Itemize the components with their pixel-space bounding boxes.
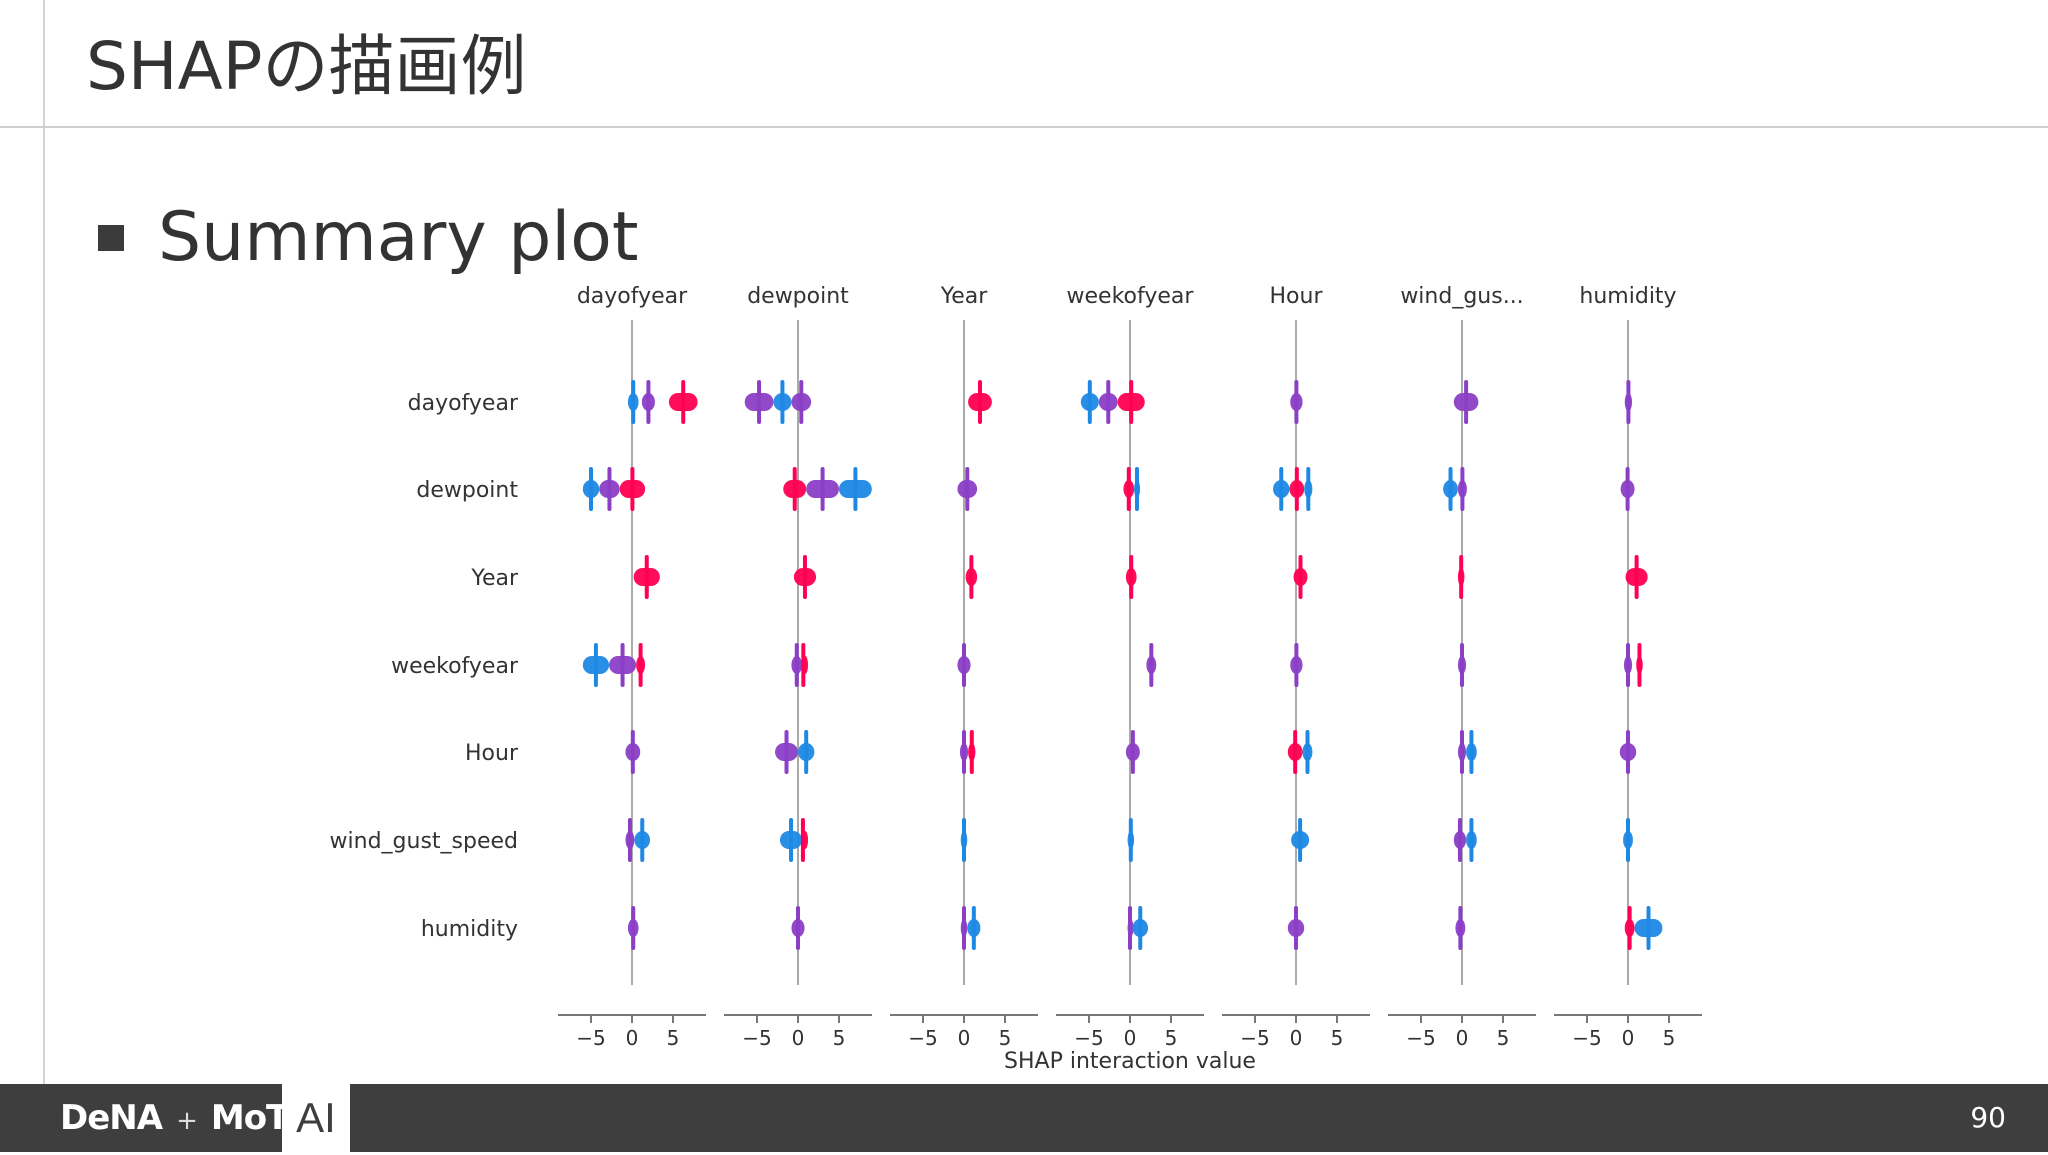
x-tick-label-4-2: 5 (1331, 1026, 1344, 1050)
column-title-1: dewpoint (747, 284, 849, 309)
column-title-2: Year (940, 284, 989, 309)
x-tick-label-5-2: 5 (1497, 1026, 1510, 1050)
x-tick-label-6-0: −5 (1572, 1026, 1601, 1050)
x-tick-label-3-1: 0 (1124, 1026, 1137, 1050)
row-label-humidity: humidity (421, 917, 518, 942)
x-tick-label-3-2: 5 (1165, 1026, 1178, 1050)
ai-logo: AI (282, 1084, 350, 1152)
row-label-weekofyear: weekofyear (391, 654, 519, 679)
x-tick-label-2-0: −5 (908, 1026, 937, 1050)
logo-dena: DeNA (60, 1098, 163, 1138)
row-label-dayofyear: dayofyear (408, 391, 519, 416)
bullet-text: Summary plot (158, 198, 639, 277)
x-tick-label-5-1: 0 (1456, 1026, 1469, 1050)
x-tick-label-2-2: 5 (999, 1026, 1012, 1050)
bullet-square-icon (98, 225, 124, 251)
x-tick-label-5-0: −5 (1406, 1026, 1435, 1050)
x-tick-label-1-2: 5 (833, 1026, 846, 1050)
row-label-dewpoint: dewpoint (416, 478, 518, 503)
row-label-wind_gust_speed: wind_gust_speed (330, 829, 518, 854)
column-title-4: Hour (1270, 284, 1324, 309)
logo-plus: + (176, 1106, 198, 1136)
x-tick-label-3-0: −5 (1074, 1026, 1103, 1050)
x-tick-label-6-2: 5 (1663, 1026, 1676, 1050)
logo-mot: MoT (210, 1098, 289, 1138)
left-vertical-rule (43, 0, 45, 1084)
x-tick-label-1-0: −5 (742, 1026, 771, 1050)
x-tick-label-0-0: −5 (576, 1026, 605, 1050)
x-axis-label: SHAP interaction value (1004, 1049, 1256, 1074)
x-tick-label-4-1: 0 (1290, 1026, 1303, 1050)
dena-mot-logo: DeNA + MoT (60, 1084, 289, 1152)
shap-summary-plot: dayofyear dewpoint Year weekofyear Hour wind_… (330, 284, 1702, 1074)
x-tick-label-2-1: 0 (958, 1026, 971, 1050)
row-label-Hour: Hour (465, 741, 519, 766)
column-title-5: wind_gus... (1400, 284, 1523, 309)
x-tick-label-4-0: −5 (1240, 1026, 1269, 1050)
footer-bar: DeNA + MoT AI 90 (0, 1084, 2048, 1152)
page-number: 90 (1970, 1101, 2006, 1134)
row-label-Year: Year (470, 566, 519, 591)
column-title-0: dayofyear (577, 284, 688, 309)
x-tick-label-0-2: 5 (667, 1026, 680, 1050)
x-tick-label-1-1: 0 (792, 1026, 805, 1050)
x-tick-label-6-1: 0 (1622, 1026, 1635, 1050)
title-divider (0, 126, 2048, 128)
x-tick-label-0-1: 0 (626, 1026, 639, 1050)
slide-title: SHAPの描画例 (86, 28, 527, 105)
column-title-6: humidity (1579, 284, 1676, 309)
column-title-3: weekofyear (1067, 284, 1195, 309)
